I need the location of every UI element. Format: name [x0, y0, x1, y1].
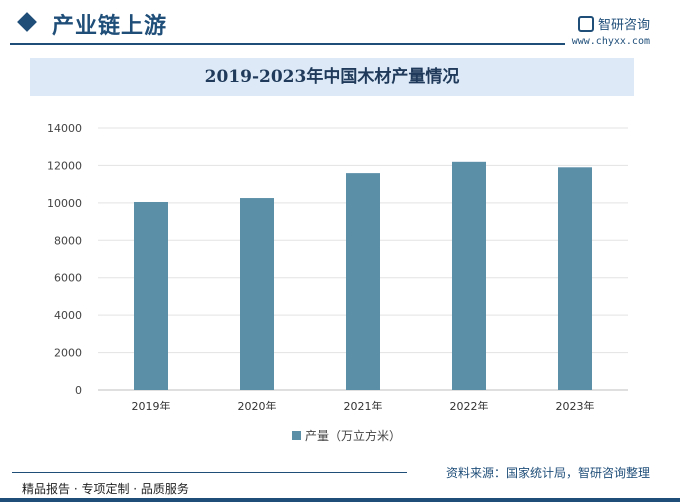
legend-label: 产量（万立方米）: [305, 429, 402, 443]
bar-chart: 0 2000 4000 6000 8000 10000 12000 14000 2019年 202…: [47, 122, 628, 410]
section-title: 产业链上游: [52, 14, 168, 39]
y-tick-label: 0: [75, 384, 82, 397]
y-tick-label: 12000: [47, 159, 82, 172]
brand-logo: 智研咨询: [577, 14, 650, 33]
bar: [134, 201, 168, 390]
bar: [346, 173, 380, 390]
diamond-icon: [17, 12, 37, 32]
data-source: 资料来源：国家统计局，智研咨询整理: [445, 466, 650, 480]
bar: [240, 198, 274, 390]
y-tick-label: 4000: [54, 309, 82, 322]
y-tick-label: 14000: [47, 122, 82, 135]
y-tick-label: 6000: [54, 272, 82, 285]
site-url: www.chyxx.com: [571, 36, 650, 47]
y-tick-label: 10000: [47, 197, 82, 210]
y-tick-label: 8000: [54, 234, 82, 247]
bottom-strip: [0, 498, 680, 502]
brand-name: 智研咨询: [597, 18, 650, 33]
footer-slogan: 精品报告 · 专项定制 · 品质服务: [22, 482, 189, 496]
x-tick-label: 2020年: [238, 399, 277, 410]
x-tick-label: 2019年: [132, 399, 171, 410]
page-header: 产业链上游 智研咨询 www.chyxx.com: [0, 0, 680, 48]
chart-title: 2019-2023年中国木材产量情况: [30, 58, 634, 96]
x-tick-label: 2023年: [556, 399, 595, 410]
bar: [452, 161, 486, 390]
bar: [558, 167, 592, 390]
x-tick-label: 2021年: [344, 399, 383, 410]
logo-icon: [577, 15, 594, 32]
x-tick-label: 2022年: [450, 399, 489, 410]
legend: 产量（万立方米）: [292, 427, 401, 444]
legend-swatch: [292, 431, 301, 440]
footer-divider: [12, 472, 407, 473]
y-tick-label: 2000: [54, 347, 82, 360]
header-divider: [10, 43, 565, 45]
